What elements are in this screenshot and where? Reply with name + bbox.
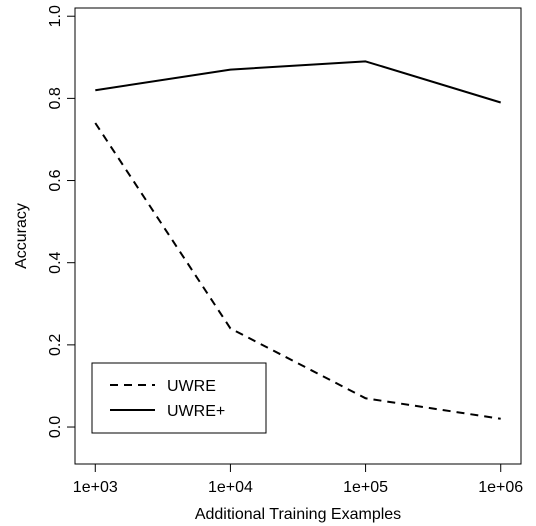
series-line-uwre-plus xyxy=(95,60,501,104)
legend-label-uwre-plus: UWRE+ xyxy=(167,403,225,420)
legend-box xyxy=(91,362,267,434)
y-tick-label: 0.2 xyxy=(47,334,64,356)
x-tick-label: 1e+03 xyxy=(73,479,118,496)
x-axis: 1e+03 1e+04 1e+05 1e+06 xyxy=(73,463,523,496)
y-tick-label: 0.8 xyxy=(47,87,64,109)
y-tick-label: 1.0 xyxy=(47,5,64,27)
legend-label-uwre: UWRE xyxy=(167,378,216,395)
x-tick-label: 1e+05 xyxy=(343,479,388,496)
x-tick-label: 1e+04 xyxy=(208,479,253,496)
legend: UWRE UWRE+ xyxy=(91,362,267,434)
y-tick-label: 0.4 xyxy=(47,251,64,273)
x-axis-label: Additional Training Examples xyxy=(195,506,401,523)
y-tick-label: 0.0 xyxy=(47,416,64,438)
y-axis-label: Accuracy xyxy=(13,203,30,269)
y-tick-label: 0.6 xyxy=(47,169,64,191)
series-line-uwre xyxy=(94,122,501,420)
y-axis: 0.0 0.2 0.4 0.6 0.8 1.0 xyxy=(47,5,76,438)
series-layer xyxy=(94,60,501,420)
x-tick-label: 1e+06 xyxy=(478,479,523,496)
